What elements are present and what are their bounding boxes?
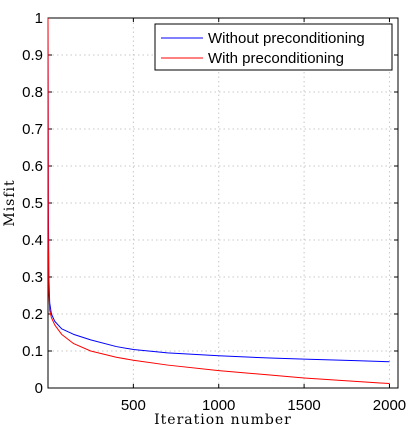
legend-label: Without preconditioning	[208, 30, 365, 47]
y-axis-label: Misfit	[2, 179, 18, 226]
y-tick-label: 0.4	[22, 232, 43, 249]
x-tick-label: 1000	[202, 397, 235, 414]
x-tick-label: 500	[121, 397, 146, 414]
legend-box	[154, 23, 393, 71]
y-tick-label: 0.9	[22, 47, 43, 64]
y-tick-label: 0.3	[22, 269, 43, 286]
series-line-2	[47, 17, 390, 385]
series-lines	[47, 17, 390, 385]
y-tick-label: 0.1	[22, 343, 43, 360]
y-tick-label: 0	[35, 380, 43, 397]
y-tick-label: 0.2	[22, 306, 43, 323]
y-tick-label: 1	[35, 10, 43, 27]
legend: Without preconditioning With precondition…	[154, 23, 393, 71]
grid	[48, 18, 398, 388]
x-axis-label: Iteration number	[154, 412, 292, 428]
y-tick-label: 0.7	[22, 121, 43, 138]
x-tick-label: 2000	[373, 397, 406, 414]
y-tick-label: 0.6	[22, 158, 43, 175]
y-tick-label: 0.5	[22, 195, 43, 212]
legend-label: With preconditioning	[208, 50, 344, 67]
x-tick-label: 1500	[287, 397, 320, 414]
y-tick-label: 0.8	[22, 84, 43, 101]
